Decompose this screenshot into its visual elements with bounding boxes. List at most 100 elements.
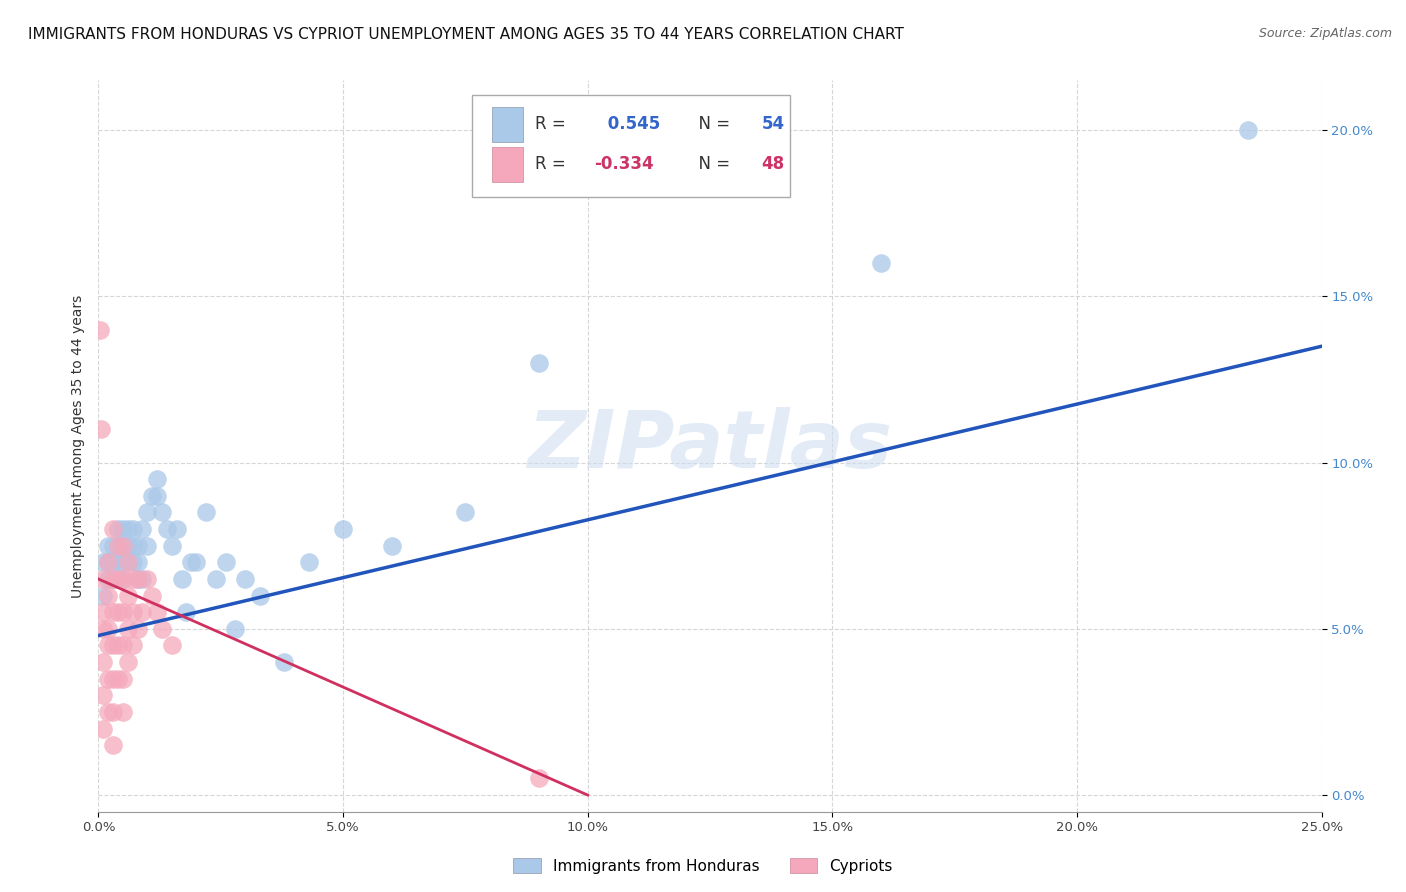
Point — [111, 522, 134, 536]
Point — [101, 738, 124, 752]
Point — [90, 422, 112, 436]
Point — [101, 705, 124, 719]
Point — [101, 555, 124, 569]
Point — [121, 572, 143, 586]
Point — [160, 639, 183, 653]
Text: ZIPatlas: ZIPatlas — [527, 407, 893, 485]
Point — [97, 672, 120, 686]
Point — [101, 672, 124, 686]
Point — [870, 256, 893, 270]
Point — [273, 655, 295, 669]
FancyBboxPatch shape — [471, 95, 790, 197]
Text: 0.545: 0.545 — [602, 115, 661, 133]
Point — [127, 572, 149, 586]
Point — [97, 705, 120, 719]
Point — [101, 539, 124, 553]
Point — [170, 572, 193, 586]
Point — [195, 506, 218, 520]
Point — [141, 489, 163, 503]
Point — [146, 472, 169, 486]
Text: Source: ZipAtlas.com: Source: ZipAtlas.com — [1258, 27, 1392, 40]
Point — [150, 506, 173, 520]
Point — [97, 539, 120, 553]
Point — [249, 589, 271, 603]
Point — [91, 655, 114, 669]
Point — [156, 522, 179, 536]
Point — [131, 605, 153, 619]
Text: -0.334: -0.334 — [593, 155, 654, 173]
Point — [111, 672, 134, 686]
Point — [176, 605, 198, 619]
Point — [1237, 123, 1260, 137]
Text: R =: R = — [536, 155, 571, 173]
Point — [136, 539, 159, 553]
Point — [127, 572, 149, 586]
Point — [107, 522, 129, 536]
Point — [107, 539, 129, 553]
Point — [454, 506, 477, 520]
Point — [97, 555, 120, 569]
Point — [107, 555, 129, 569]
Point — [381, 539, 404, 553]
Point — [117, 589, 139, 603]
Point — [111, 555, 134, 569]
Point — [117, 555, 139, 569]
Text: R =: R = — [536, 115, 571, 133]
Point — [107, 539, 129, 553]
Point — [146, 489, 169, 503]
Point — [111, 639, 134, 653]
Point — [111, 572, 134, 586]
Point — [186, 555, 208, 569]
Point — [131, 572, 153, 586]
Point — [111, 605, 134, 619]
Point — [97, 622, 120, 636]
Point — [89, 323, 111, 337]
Point — [97, 572, 120, 586]
Point — [107, 572, 129, 586]
Point — [91, 572, 114, 586]
Point — [160, 539, 183, 553]
Point — [136, 572, 159, 586]
Text: IMMIGRANTS FROM HONDURAS VS CYPRIOT UNEMPLOYMENT AMONG AGES 35 TO 44 YEARS CORRE: IMMIGRANTS FROM HONDURAS VS CYPRIOT UNEM… — [28, 27, 904, 42]
Point — [107, 605, 129, 619]
Point — [91, 605, 114, 619]
Point — [91, 555, 114, 569]
Point — [111, 572, 134, 586]
FancyBboxPatch shape — [492, 147, 523, 182]
Point — [111, 539, 134, 553]
Point — [97, 639, 120, 653]
Point — [205, 572, 228, 586]
Point — [117, 622, 139, 636]
Point — [117, 555, 139, 569]
FancyBboxPatch shape — [492, 107, 523, 142]
Point — [121, 555, 143, 569]
Point — [117, 539, 139, 553]
Text: N =: N = — [688, 155, 735, 173]
Point — [121, 539, 143, 553]
Point — [233, 572, 256, 586]
Point — [111, 539, 134, 553]
Point — [166, 522, 188, 536]
Point — [101, 639, 124, 653]
Point — [101, 572, 124, 586]
Point — [111, 705, 134, 719]
Point — [117, 522, 139, 536]
Point — [97, 589, 120, 603]
Point — [121, 639, 143, 653]
Point — [127, 622, 149, 636]
Point — [117, 655, 139, 669]
Text: N =: N = — [688, 115, 735, 133]
Point — [101, 572, 124, 586]
Point — [91, 722, 114, 736]
Point — [91, 689, 114, 703]
Point — [97, 555, 120, 569]
Point — [527, 772, 550, 786]
Point — [146, 605, 169, 619]
Point — [121, 522, 143, 536]
Y-axis label: Unemployment Among Ages 35 to 44 years: Unemployment Among Ages 35 to 44 years — [70, 294, 84, 598]
Point — [107, 572, 129, 586]
Point — [127, 555, 149, 569]
Point — [121, 605, 143, 619]
Point — [141, 589, 163, 603]
Text: 54: 54 — [762, 115, 785, 133]
